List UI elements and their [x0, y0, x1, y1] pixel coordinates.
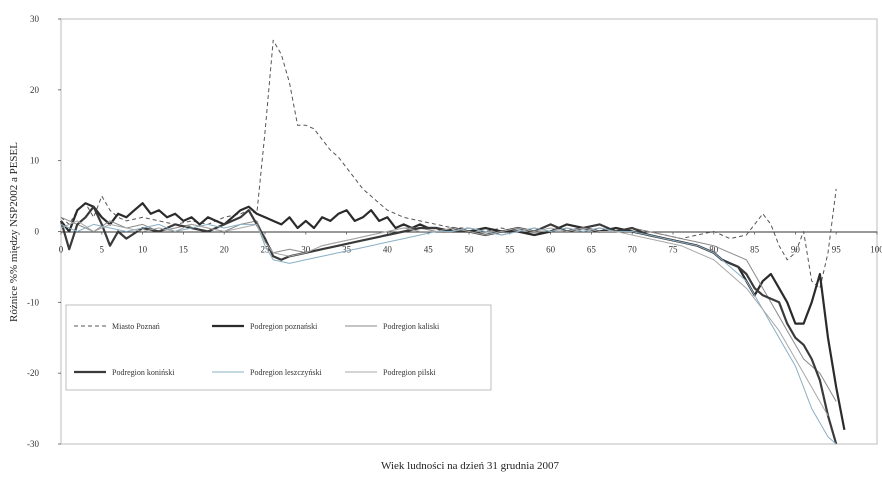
- legend-label-6: Podregion pilski: [383, 368, 436, 377]
- x-tick-label: 95: [832, 245, 842, 255]
- y-axis-title: Różnice %% między NSP2002 a PESEL: [8, 142, 20, 322]
- x-tick-label: 65: [587, 245, 597, 255]
- x-tick-label: 20: [220, 245, 230, 255]
- legend-label-4: Podregion koniński: [112, 368, 175, 377]
- series-layer: [59, 39, 846, 445]
- series-line-5: [60, 223, 837, 445]
- legend-label-5: Podregion leszczyński: [250, 368, 323, 377]
- x-tick-label: 75: [669, 245, 679, 255]
- x-tick-label: 45: [424, 245, 434, 255]
- x-tick-label: 90: [791, 245, 801, 255]
- x-axis-title: Wiek ludności na dzień 31 grudnia 2007: [381, 460, 559, 472]
- x-tick-label: 5: [100, 245, 105, 255]
- x-tick-label: 70: [628, 245, 638, 255]
- x-tick-label: 80: [709, 245, 719, 255]
- y-tick-label: -10: [27, 297, 39, 307]
- x-tick-label: 10: [138, 245, 148, 255]
- x-tick-label: 50: [465, 245, 475, 255]
- x-tick-label: 30: [301, 245, 311, 255]
- x-tick-label: 35: [342, 245, 352, 255]
- legend-label-2: Podregion poznański: [250, 322, 318, 331]
- legend-label-3: Podregion kaliski: [383, 322, 440, 331]
- legend: Miasto Poznań Podregion poznański Podregio…: [65, 304, 492, 391]
- x-axis-ticks: 0 5 10 15 20 25 30 35 40 45 50 55 60 65 70 75 80 85 90 95 10…: [59, 231, 882, 255]
- y-tick-label: 10: [30, 156, 40, 166]
- x-tick-label: 15: [179, 245, 189, 255]
- y-tick-label: 0: [35, 227, 40, 237]
- series-line-1: [60, 39, 837, 289]
- legend-label-1: Miasto Poznań: [112, 322, 160, 331]
- x-tick-label: 55: [505, 245, 515, 255]
- y-tick-label: -20: [27, 368, 39, 378]
- x-tick-label: 85: [750, 245, 760, 255]
- x-tick-label: 40: [383, 245, 393, 255]
- x-tick-label: 25: [261, 245, 271, 255]
- legend-box: [65, 304, 492, 391]
- x-tick-label: 0: [59, 245, 64, 255]
- y-tick-label: 30: [30, 14, 40, 24]
- x-tick-label: 60: [546, 245, 556, 255]
- y-tick-label: -30: [27, 439, 39, 449]
- y-tick-label: 20: [30, 85, 40, 95]
- x-tick-label: 100: [870, 245, 882, 255]
- series-line-6: [60, 220, 829, 416]
- y-axis-ticks: 30 20 10 0 -10 -20 -30: [27, 14, 61, 449]
